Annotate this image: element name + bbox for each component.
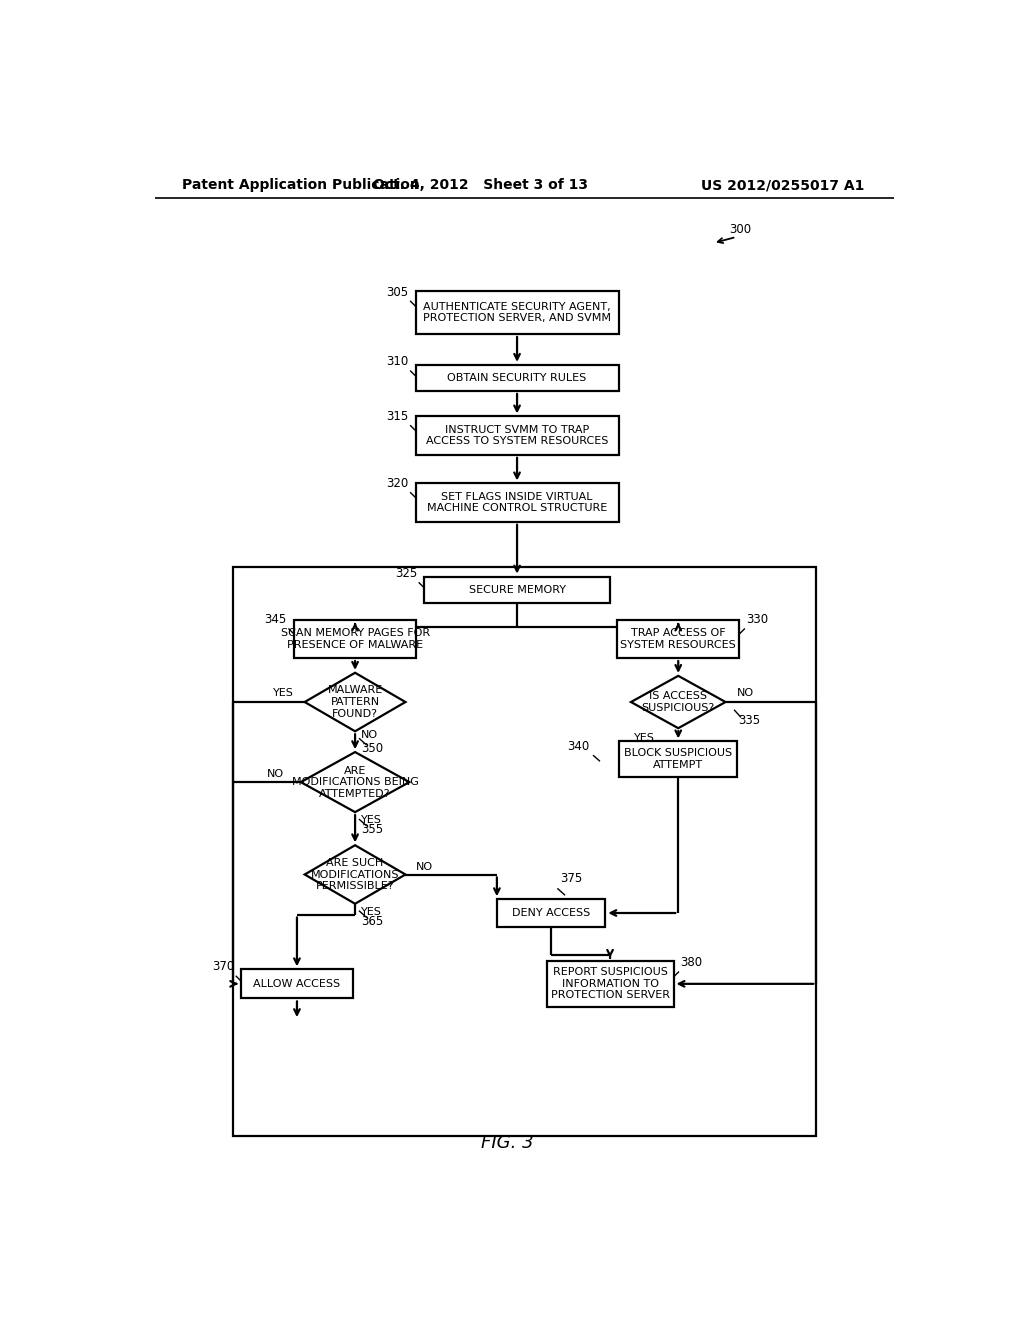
Bar [547,961,674,1007]
Text: 350: 350 [361,742,383,755]
Bar [241,969,352,998]
Text: ALLOW ACCESS: ALLOW ACCESS [253,979,341,989]
Polygon shape [305,845,406,904]
Text: YES: YES [634,733,655,743]
Text: YES: YES [361,907,382,917]
Text: OBTAIN SECURITY RULES: OBTAIN SECURITY RULES [447,372,587,383]
Text: 300: 300 [729,223,752,236]
Text: 335: 335 [738,714,760,726]
Text: IS ACCESS
SUSPICIOUS?: IS ACCESS SUSPICIOUS? [642,692,715,713]
Bar [416,416,618,455]
Text: NO: NO [417,862,433,871]
Text: NO: NO [361,730,379,739]
Bar [416,483,618,521]
Text: 345: 345 [264,614,287,626]
Bar [232,566,816,1137]
Bar [497,899,605,927]
Bar [424,577,610,603]
Text: YES: YES [361,816,382,825]
Text: AUTHENTICATE SECURITY AGENT,
PROTECTION SERVER, AND SVMM: AUTHENTICATE SECURITY AGENT, PROTECTION … [423,301,611,323]
Text: 310: 310 [386,355,409,368]
Text: DENY ACCESS: DENY ACCESS [512,908,590,917]
Text: BLOCK SUSPICIOUS
ATTEMPT: BLOCK SUSPICIOUS ATTEMPT [625,748,732,770]
Text: REPORT SUSPICIOUS
INFORMATION TO
PROTECTION SERVER: REPORT SUSPICIOUS INFORMATION TO PROTECT… [551,968,670,1001]
Text: FIG. 3: FIG. 3 [481,1134,535,1151]
Text: Patent Application Publication: Patent Application Publication [182,178,420,193]
Bar [416,364,618,391]
Text: SET FLAGS INSIDE VIRTUAL
MACHINE CONTROL STRUCTURE: SET FLAGS INSIDE VIRTUAL MACHINE CONTROL… [427,492,607,513]
Text: 330: 330 [746,614,769,626]
Text: 375: 375 [560,873,583,886]
Text: 355: 355 [361,822,383,836]
Text: YES: YES [272,688,294,698]
Text: SCAN MEMORY PAGES FOR
PRESENCE OF MALWARE: SCAN MEMORY PAGES FOR PRESENCE OF MALWAR… [281,628,430,649]
Text: US 2012/0255017 A1: US 2012/0255017 A1 [701,178,864,193]
Text: 305: 305 [386,285,409,298]
Polygon shape [305,673,406,731]
Text: 315: 315 [386,411,409,422]
Bar [294,619,417,659]
Text: TRAP ACCESS OF
SYSTEM RESOURCES: TRAP ACCESS OF SYSTEM RESOURCES [621,628,736,649]
Text: MALWARE
PATTERN
FOUND?: MALWARE PATTERN FOUND? [328,685,383,718]
Text: 320: 320 [386,477,409,490]
Text: Oct. 4, 2012   Sheet 3 of 13: Oct. 4, 2012 Sheet 3 of 13 [373,178,588,193]
Text: NO: NO [736,688,754,698]
Bar [617,619,739,659]
Text: ARE
MODIFICATIONS BEING
ATTEMPTED?: ARE MODIFICATIONS BEING ATTEMPTED? [292,766,419,799]
Bar [620,742,737,776]
Text: ARE SUCH
MODIFICATIONS
PERMISSIBLE?: ARE SUCH MODIFICATIONS PERMISSIBLE? [311,858,399,891]
Text: 365: 365 [361,915,384,928]
Polygon shape [631,676,726,729]
Text: INSTRUCT SVMM TO TRAP
ACCESS TO SYSTEM RESOURCES: INSTRUCT SVMM TO TRAP ACCESS TO SYSTEM R… [426,425,608,446]
Text: 380: 380 [681,956,702,969]
Text: 325: 325 [395,568,417,579]
Polygon shape [301,752,410,812]
Text: NO: NO [266,770,284,779]
Bar [416,290,618,334]
Text: SECURE MEMORY: SECURE MEMORY [469,585,565,594]
Text: 340: 340 [567,739,590,752]
Text: 370: 370 [212,961,234,973]
